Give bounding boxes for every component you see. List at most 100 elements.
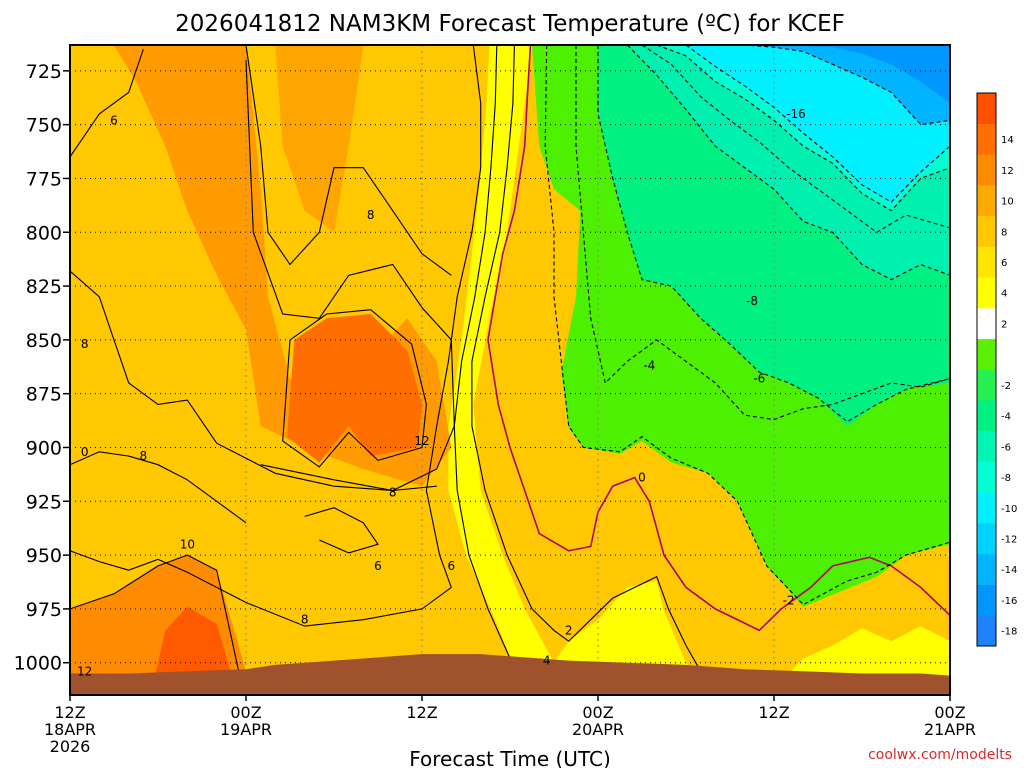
contour-label: 8 <box>140 449 148 463</box>
colorbar-label: 6 <box>1001 258 1007 269</box>
contour-line <box>715 45 950 126</box>
region-cold-16-14 <box>715 45 950 125</box>
y-tick-label: 925 <box>26 491 62 513</box>
colorbar-swatch <box>977 461 996 493</box>
colorbar-label: -4 <box>1001 412 1011 423</box>
colorbar-label: 10 <box>1001 197 1014 208</box>
contour-label: 0 <box>638 471 646 485</box>
contour-label: 12 <box>414 434 429 448</box>
contour-label: 10 <box>180 537 195 551</box>
x-tick-label: 00Z <box>582 703 613 722</box>
y-tick-label: 850 <box>26 330 62 352</box>
contour-label: -6 <box>753 372 765 386</box>
contour-line <box>471 45 702 672</box>
colorbar-frame <box>976 92 997 647</box>
colorbar-swatch <box>977 492 996 524</box>
x-tick-label: 12Z <box>406 703 437 722</box>
x-tick-label: 19APR <box>220 720 272 739</box>
contour-label: -2 <box>783 593 795 607</box>
contour-line <box>656 45 950 212</box>
colorbar-label: 8 <box>1001 227 1007 238</box>
contour-label: -16 <box>786 107 806 121</box>
contour-line <box>425 45 482 588</box>
colorbar-swatch <box>977 553 996 585</box>
colorbar-label: -8 <box>1001 473 1011 484</box>
contour-label: -8 <box>746 294 758 308</box>
contour-line <box>641 45 950 233</box>
contour-label: 6 <box>448 559 456 573</box>
y-tick-label: 750 <box>26 115 62 137</box>
y-tick-label: 825 <box>26 276 62 298</box>
y-tick-label: 800 <box>26 222 62 244</box>
y-tick-label: 725 <box>26 61 62 83</box>
y-tick-label: 975 <box>26 599 62 621</box>
colorbar-label: 14 <box>1001 135 1014 146</box>
colorbar-swatch <box>977 93 996 124</box>
x-tick-label: 21APR <box>924 720 976 739</box>
terrain-layer <box>70 654 950 695</box>
credit-link[interactable]: coolwx.com/modelts <box>868 747 1012 763</box>
filled-temperature-regions <box>70 45 950 695</box>
colorbar-swatch <box>977 338 996 370</box>
colorbar-label: -12 <box>1001 535 1017 546</box>
colorbar-swatch <box>977 308 996 340</box>
colorbar-swatch <box>977 123 996 155</box>
colorbar-label: -10 <box>1001 504 1017 515</box>
contour-line <box>304 507 379 554</box>
contour-line <box>70 554 240 672</box>
contour-line <box>487 45 950 632</box>
contour-label: 8 <box>389 486 397 500</box>
contour-labels: 6 8 8 0 8 12 8 10 6 6 8 12 2 4 0 -2 -4 -6 -8 -16 <box>77 107 806 678</box>
colorbar-label: -18 <box>1001 627 1017 638</box>
y-tick-label: 900 <box>26 437 62 459</box>
contour-label: 2 <box>565 623 573 637</box>
colorbar-swatch <box>977 615 996 647</box>
contour-label: 8 <box>367 208 375 222</box>
y-tick-label: 775 <box>26 168 62 190</box>
contour-line <box>626 45 950 281</box>
contour-line <box>597 45 950 423</box>
y-tick-label: 950 <box>26 545 62 567</box>
colorbar-label: -2 <box>1001 381 1011 392</box>
colorbar-swatch <box>977 185 996 217</box>
contour-label: 8 <box>301 613 309 627</box>
contour-line <box>575 45 950 421</box>
contour-label: -4 <box>643 359 655 373</box>
contour-line <box>70 49 144 158</box>
contour-label: 12 <box>77 664 92 678</box>
colorbar-label: 12 <box>1001 166 1014 177</box>
colorbar-swatch <box>977 523 996 555</box>
x-tick-label: 2026 <box>50 737 91 756</box>
region-core-12-14 <box>287 314 422 463</box>
x-tick-label: 18APR <box>44 720 96 739</box>
contour-label: 6 <box>110 113 118 127</box>
colorbar-swatch <box>977 400 996 432</box>
contour-line <box>245 45 452 276</box>
contour-label: 6 <box>374 559 382 573</box>
x-tick-label: 00Z <box>230 703 261 722</box>
colorbar-label: 4 <box>1001 289 1007 300</box>
contour-line <box>685 45 950 203</box>
contour-line <box>453 45 526 689</box>
contour-label: 4 <box>543 654 551 668</box>
chart-title: 2026041812 NAM3KM Forecast Temperature (… <box>175 11 845 37</box>
plot-frame <box>69 44 951 696</box>
colorbar-legend: -18 -16 -14 -12 -10 -8 -6 -4 -2 2 4 6 8 10 12 14 <box>976 92 1017 647</box>
x-axis-label: Forecast Time (UTC) <box>409 747 611 768</box>
x-tick-label: 12Z <box>758 703 789 722</box>
colorbar-swatch <box>977 369 996 401</box>
contour-line <box>544 45 950 606</box>
contour-lines <box>70 45 950 689</box>
contour-line <box>282 309 427 468</box>
region-yellow-band <box>448 45 569 695</box>
colorbar-swatch <box>977 246 996 278</box>
x-tick-label: 12Z <box>54 703 85 722</box>
x-tick-label: 20APR <box>572 720 624 739</box>
colorbar-swatch <box>977 277 996 309</box>
colorbar-label: 2 <box>1001 319 1007 330</box>
y-tick-label: 1000 <box>14 653 62 675</box>
colorbar-swatch <box>977 215 996 247</box>
colorbar-label: -16 <box>1001 596 1017 607</box>
